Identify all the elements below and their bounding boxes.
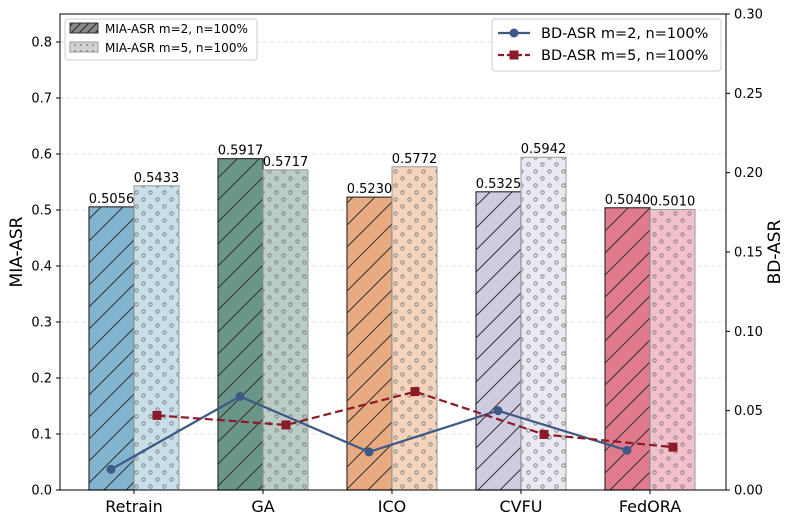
bar-value-label: 0.5010 (650, 194, 696, 209)
bar-hatch (133, 185, 180, 491)
y-tick-label: 0.6 (31, 148, 52, 163)
y2-tick-label: 0.10 (734, 325, 763, 340)
axes: 0.0 0.1 0.2 0.3 0.4 0.5 0.6 0.7 0.8 0.00 0.05 0.10 0… (31, 8, 763, 517)
bar-value-label: 0.5433 (134, 171, 180, 186)
bar-value-label: 0.5942 (521, 142, 567, 157)
y-tick-label: 0.7 (31, 92, 52, 107)
legend-label: MIA-ASR m=2, n=100% (105, 22, 248, 36)
line-point (281, 420, 291, 430)
series-line (156, 390, 674, 449)
bar-hatch (262, 169, 309, 491)
y-tick-label: 0.5 (31, 204, 52, 219)
x-tick-label: ICO (378, 497, 406, 516)
line-point (410, 387, 420, 397)
y-tick-label: 0.0 (31, 484, 52, 499)
y-tick-label: 0.1 (31, 428, 52, 443)
y2-tick-label: 0.30 (734, 8, 763, 23)
bar-hatch (520, 156, 567, 491)
bar-value-label: 0.5772 (392, 152, 438, 167)
x-tick-label: CVFU (499, 497, 542, 516)
line-point (152, 410, 162, 420)
x-tick-label: GA (251, 497, 274, 516)
y-tick-label: 0.4 (31, 260, 52, 275)
bar-value-labels: 0.5056 0.5917 0.5230 0.5325 0.5040 0.5433 0.57… (89, 142, 696, 209)
bar-hatch (391, 166, 438, 491)
line-point (106, 464, 116, 474)
line-legend: BD-ASR m=2, n=100% BD-ASR m=5, n=100% (491, 18, 722, 72)
legend-box (64, 18, 258, 61)
legend-box (491, 18, 722, 72)
legend-swatch-hatch (69, 41, 99, 53)
lines (106, 387, 678, 474)
bar-legend: MIA-ASR m=2, n=100% MIA-ASR m=5, n=100% (64, 18, 258, 61)
line-point (235, 391, 245, 401)
bar-hatch (217, 158, 264, 491)
y2-tick-label: 0.25 (734, 87, 763, 102)
line-point (493, 406, 503, 416)
legend-label: BD-ASR m=2, n=100% (541, 26, 708, 42)
line-point (622, 445, 632, 455)
y2-tick-label: 0.20 (734, 166, 763, 181)
y-tick-label: 0.2 (31, 372, 52, 387)
line-point (539, 429, 549, 439)
bar-hatch (475, 191, 522, 491)
bar-value-label: 0.5230 (347, 182, 393, 197)
y-tick-label: 0.3 (31, 316, 52, 331)
y2-tick-label: 0.15 (734, 246, 763, 261)
y2-tick-label: 0.00 (734, 484, 763, 499)
legend-label: BD-ASR m=5, n=100% (541, 48, 708, 64)
y-tick-label: 0.8 (31, 36, 52, 51)
line-point (364, 447, 374, 457)
legend-marker (509, 28, 519, 38)
bar-hatch (346, 196, 393, 491)
x-tick-label: Retrain (105, 497, 162, 516)
bar-value-label: 0.5917 (218, 144, 264, 159)
bars (88, 156, 696, 491)
bar-value-label: 0.5325 (476, 177, 522, 192)
legend-swatch-hatch (69, 22, 99, 34)
x-tick-label: FedORA (619, 497, 681, 516)
legend-marker (509, 50, 519, 60)
y2-tick-label: 0.05 (734, 404, 763, 419)
y-axis-label: MIA-ASR (7, 216, 27, 287)
legend-label: MIA-ASR m=5, n=100% (105, 41, 248, 55)
bar-value-label: 0.5717 (263, 155, 309, 170)
bar-hatch (88, 206, 135, 491)
bar-value-label: 0.5056 (89, 192, 135, 207)
y2-axis-label: BD-ASR (765, 219, 785, 284)
bar-value-label: 0.5040 (605, 193, 651, 208)
line-point (668, 442, 678, 452)
